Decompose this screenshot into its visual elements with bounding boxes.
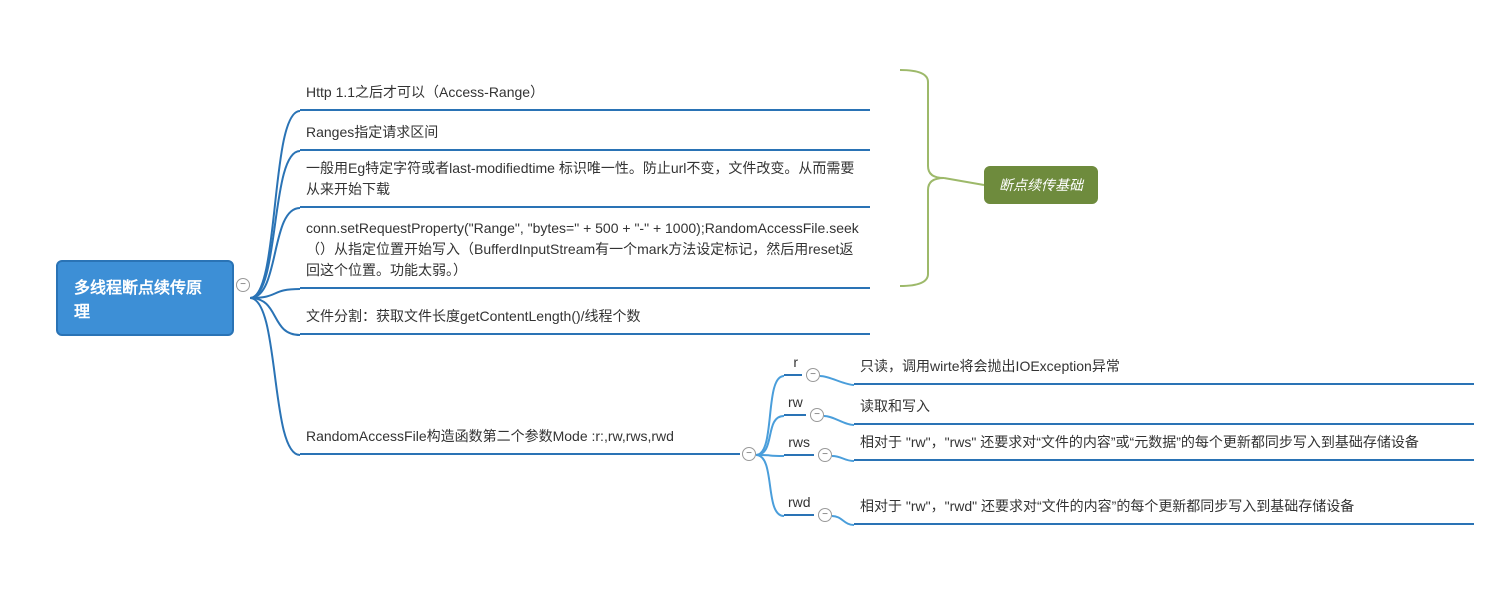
child-node-c4[interactable]: conn.setRequestProperty("Range", "bytes=… [300, 214, 870, 289]
collapse-icon[interactable]: − [742, 447, 756, 461]
collapse-icon[interactable]: − [806, 368, 820, 382]
child-node-c2[interactable]: Ranges指定请求区间 [300, 118, 870, 151]
mode-key-rws[interactable]: rws [784, 432, 814, 456]
mode-desc-rwd[interactable]: 相对于 "rw"，"rwd" 还要求对“文件的内容”的每个更新都同步写入到基础存… [854, 492, 1474, 525]
mode-desc-rw[interactable]: 读取和写入 [854, 392, 1474, 425]
child-node-c6[interactable]: RandomAccessFile构造函数第二个参数Mode :r:,rw,rws… [300, 422, 740, 455]
mode-key-rw[interactable]: rw [784, 392, 806, 416]
collapse-icon[interactable]: − [810, 408, 824, 422]
mode-desc-rws[interactable]: 相对于 "rw"，"rws" 还要求对“文件的内容”或“元数据”的每个更新都同步… [854, 428, 1474, 461]
summary-label: 断点续传基础 [999, 177, 1083, 193]
collapse-icon[interactable]: − [236, 278, 250, 292]
root-label: 多线程断点续传原理 [74, 280, 202, 321]
child-node-c1[interactable]: Http 1.1之后才可以（Access-Range） [300, 78, 870, 111]
mode-key-r[interactable]: r [784, 352, 802, 376]
root-node[interactable]: 多线程断点续传原理 [56, 260, 234, 336]
child-node-c5[interactable]: 文件分割：获取文件长度getContentLength()/线程个数 [300, 302, 870, 335]
child-node-c3[interactable]: 一般用Eg特定字符或者last-modifiedtime 标识唯一性。防止url… [300, 154, 870, 208]
mode-desc-r[interactable]: 只读，调用wirte将会抛出IOException异常 [854, 352, 1474, 385]
collapse-icon[interactable]: − [818, 448, 832, 462]
summary-node[interactable]: 断点续传基础 [984, 166, 1098, 204]
mode-key-rwd[interactable]: rwd [784, 492, 814, 516]
collapse-icon[interactable]: − [818, 508, 832, 522]
